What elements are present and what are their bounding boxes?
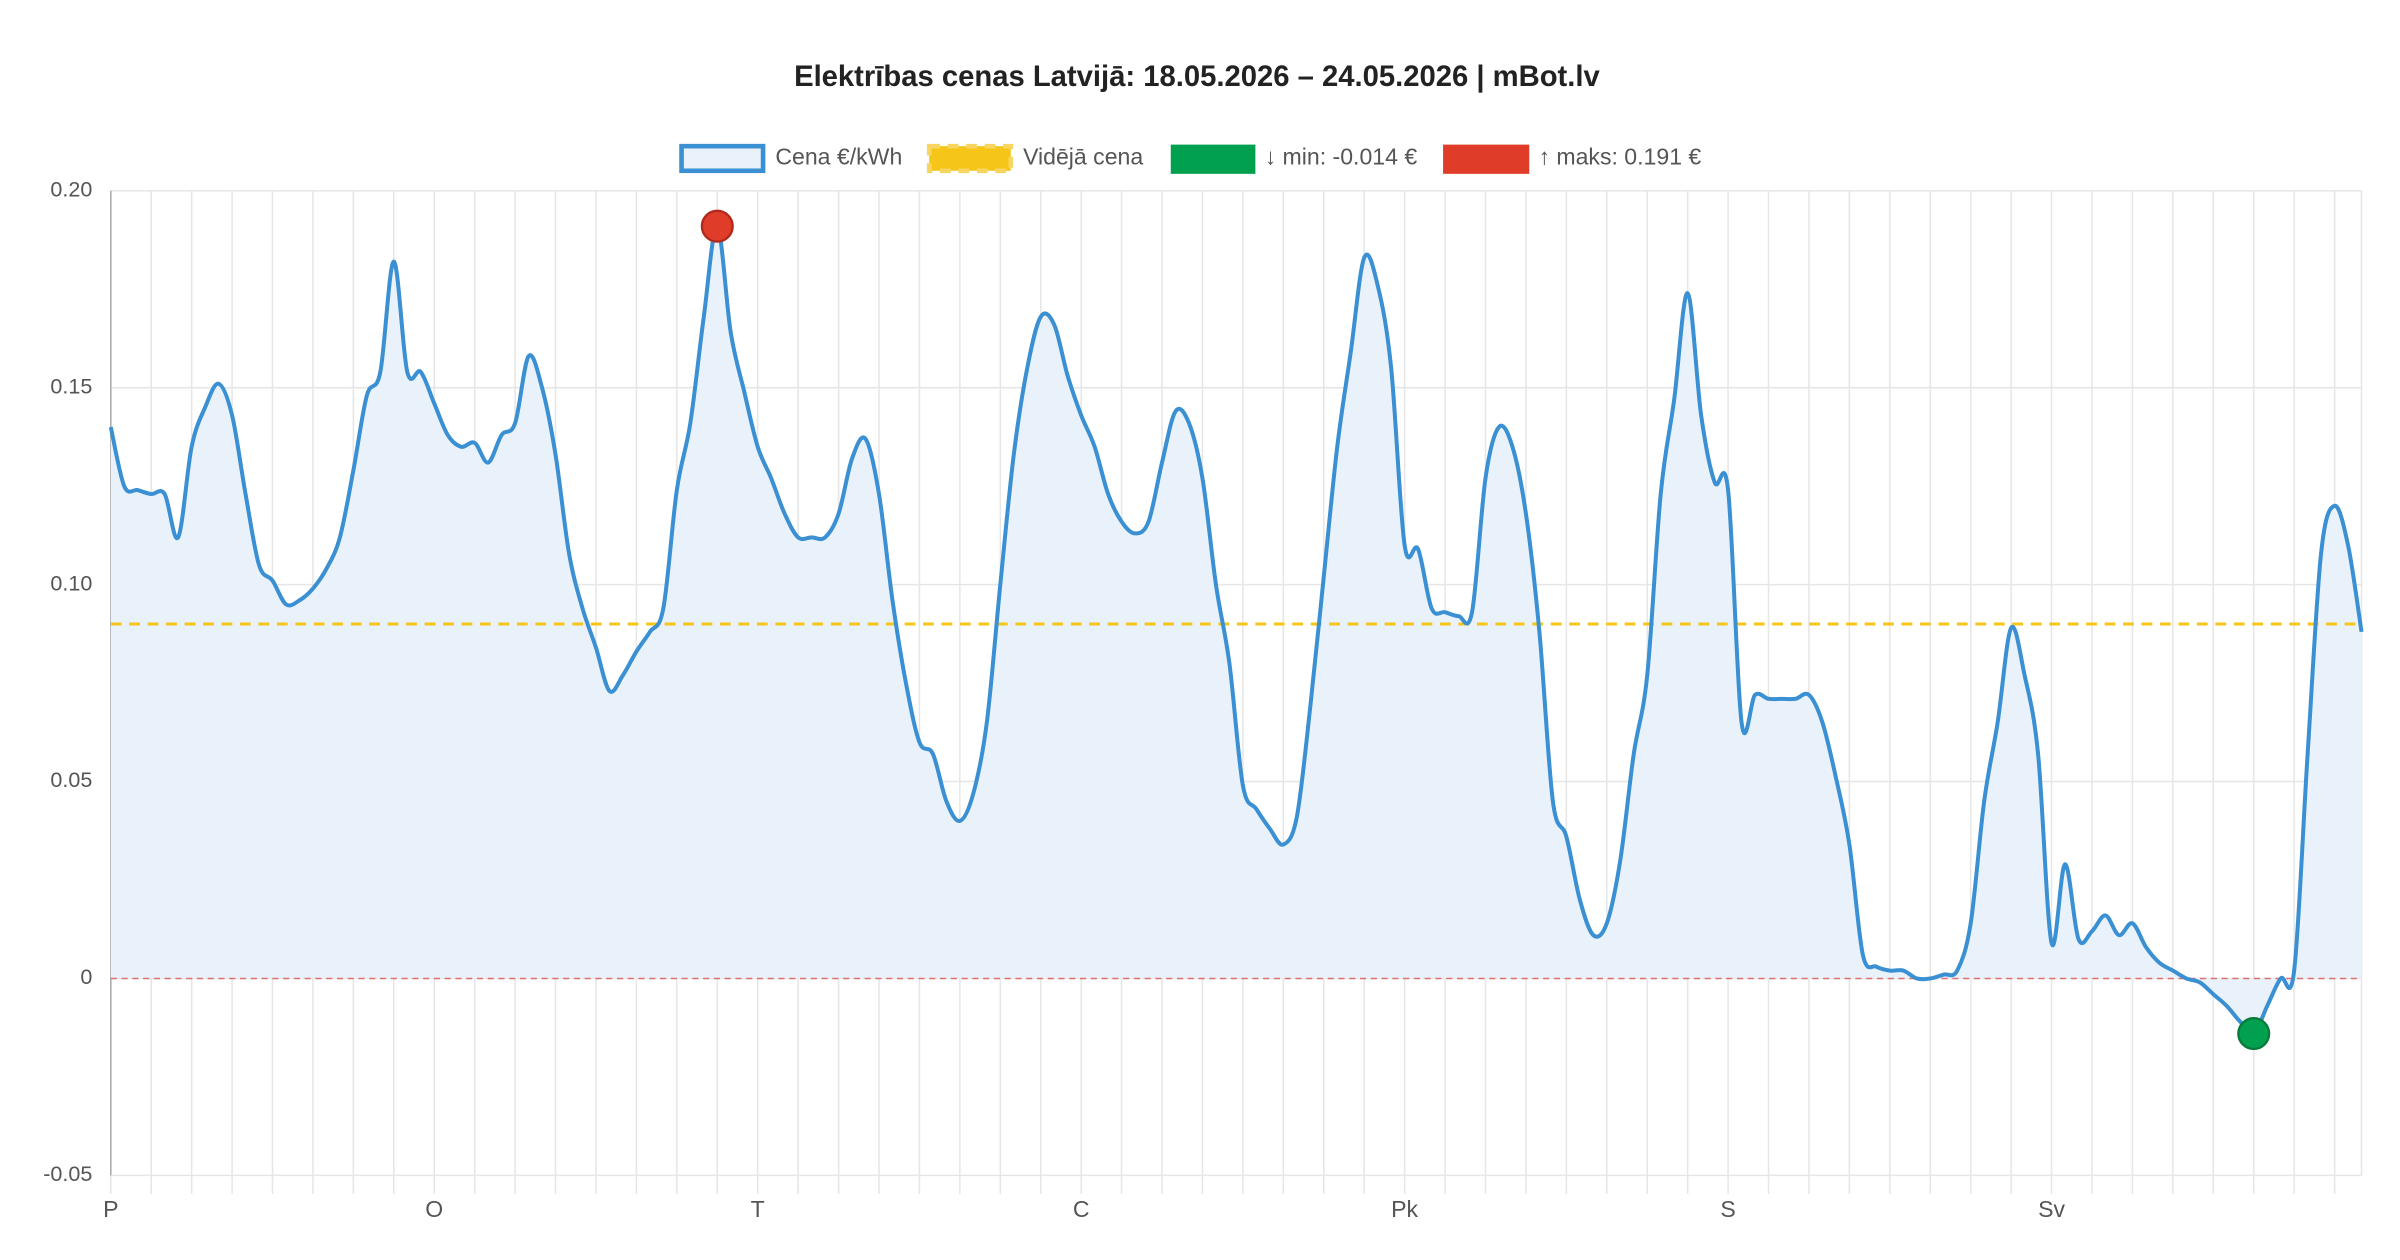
legend-label: Vidējā cena xyxy=(1023,144,1143,170)
legend-swatch xyxy=(1170,144,1256,174)
legend-label: ↑ maks: 0.191 € xyxy=(1538,144,1701,170)
y-tick-label: 0.15 xyxy=(50,374,92,398)
legend-swatch xyxy=(926,143,1014,174)
y-tick-label: 0.10 xyxy=(50,571,92,595)
x-tick-label: Pk xyxy=(1391,1196,1418,1222)
y-tick-label: 0 xyxy=(80,965,92,989)
chart-title: Elektrības cenas Latvijā: 18.05.2026 – 2… xyxy=(794,61,1600,93)
area xyxy=(110,226,2362,1035)
x-tick-label: O xyxy=(425,1196,443,1222)
x-tick-label: Sv xyxy=(2038,1196,2065,1222)
min-marker xyxy=(2237,1017,2271,1051)
y-tick-label: 0.05 xyxy=(50,768,92,792)
x-tick-label: P xyxy=(103,1196,118,1222)
max-marker xyxy=(700,209,734,243)
y-tick-label: 0.20 xyxy=(50,177,92,201)
x-tick-label: C xyxy=(1073,1196,1090,1222)
price-line xyxy=(108,224,2364,1036)
legend-swatch xyxy=(1443,144,1530,174)
legend-swatch xyxy=(679,143,766,174)
legend-label: ↓ min: -0.014 € xyxy=(1265,144,1418,170)
x-tick-label: T xyxy=(751,1196,765,1222)
y-tick-label: -0.05 xyxy=(43,1162,92,1186)
x-tick-label: S xyxy=(1720,1196,1735,1222)
legend-label: Cena €/kWh xyxy=(775,144,902,170)
